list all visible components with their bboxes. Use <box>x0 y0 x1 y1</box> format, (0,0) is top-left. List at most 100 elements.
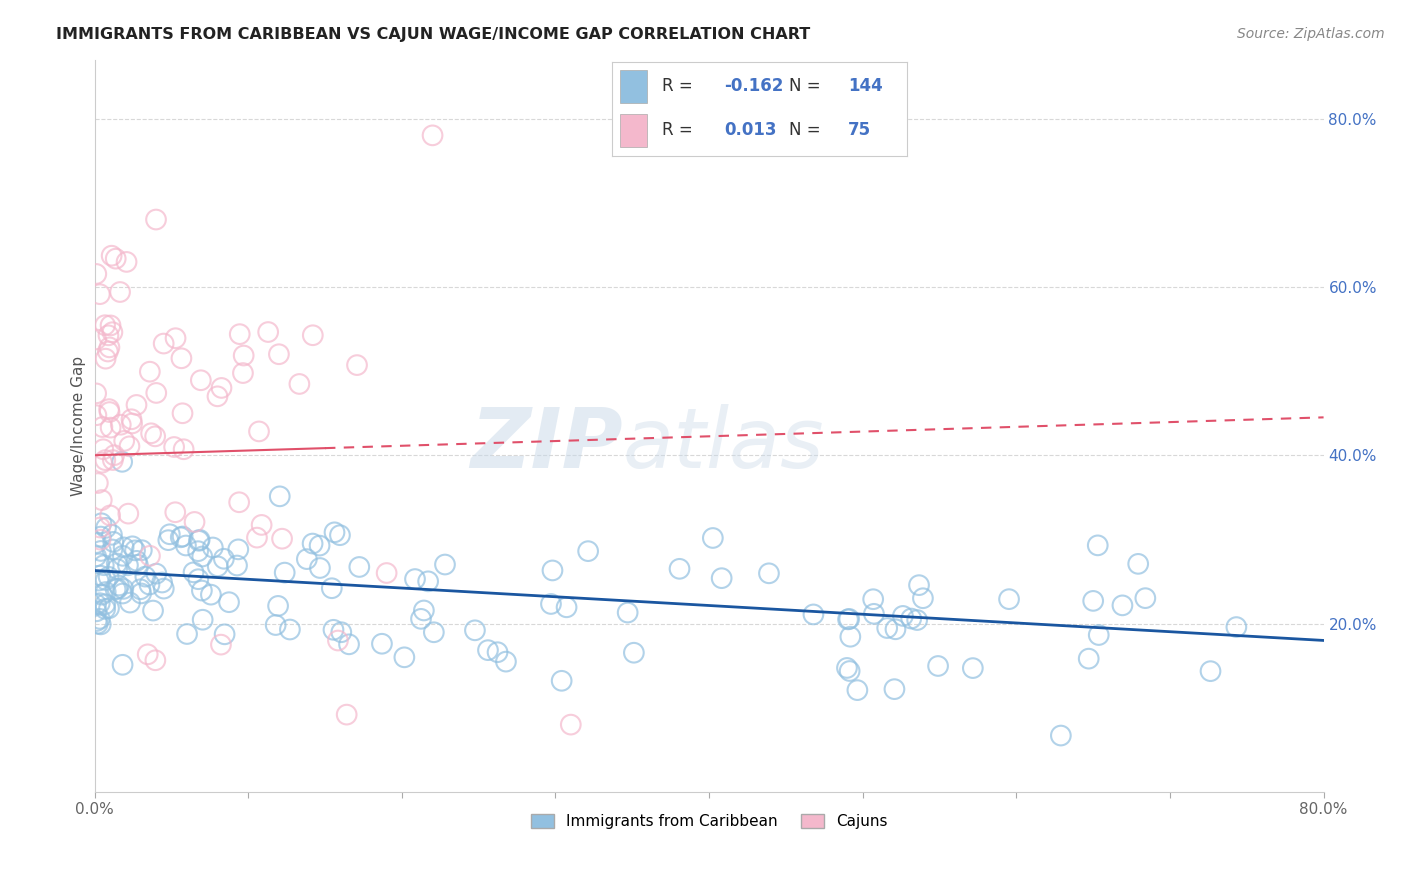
Point <box>112 434 135 448</box>
Point <box>226 558 249 573</box>
Point <box>758 566 780 581</box>
Point <box>107 582 129 596</box>
Point <box>187 572 209 586</box>
Point <box>176 627 198 641</box>
Point <box>98 340 121 354</box>
Point <box>139 426 162 441</box>
Point <box>118 596 141 610</box>
FancyBboxPatch shape <box>620 114 647 147</box>
Point <box>89 568 111 582</box>
Text: atlas: atlas <box>623 403 825 484</box>
Point <box>623 646 645 660</box>
Point <box>409 612 432 626</box>
Point <box>89 596 111 610</box>
Point <box>295 552 318 566</box>
Point <box>118 439 141 453</box>
Point <box>394 650 416 665</box>
Point <box>152 336 174 351</box>
Point <box>191 583 214 598</box>
Point <box>269 489 291 503</box>
Point <box>94 351 117 366</box>
Point <box>211 381 233 395</box>
Point <box>246 531 269 545</box>
Point <box>129 582 152 597</box>
Point <box>89 287 111 301</box>
Point <box>165 505 187 519</box>
Point <box>89 557 111 571</box>
Point <box>103 448 125 462</box>
Point <box>98 402 121 417</box>
Point <box>301 328 323 343</box>
Point <box>172 529 194 543</box>
Point <box>84 333 107 347</box>
Point <box>214 627 236 641</box>
Point <box>145 212 167 227</box>
Point <box>94 602 117 616</box>
Point <box>337 637 360 651</box>
Point <box>1199 664 1222 678</box>
Point <box>157 533 180 548</box>
Point <box>267 599 290 613</box>
Point <box>905 613 928 627</box>
Point <box>91 456 114 470</box>
Point <box>143 429 166 443</box>
Point <box>104 252 127 266</box>
Point <box>163 440 186 454</box>
Point <box>232 366 254 380</box>
Point <box>91 420 114 434</box>
Point <box>87 476 110 491</box>
Point <box>900 611 922 625</box>
Point <box>1050 729 1073 743</box>
Point <box>323 525 346 540</box>
Point <box>94 585 117 599</box>
Point <box>90 516 112 531</box>
Point <box>150 575 173 590</box>
Point <box>108 285 131 299</box>
Point <box>110 417 132 432</box>
Point <box>98 405 121 419</box>
Point <box>1225 620 1247 634</box>
Point <box>100 420 122 434</box>
Point <box>94 597 117 611</box>
Point <box>84 549 107 564</box>
Point <box>404 572 426 586</box>
Point <box>127 558 149 572</box>
Text: N =: N = <box>789 121 820 139</box>
Point <box>117 507 139 521</box>
Point <box>90 544 112 558</box>
Point <box>349 560 371 574</box>
Point <box>86 614 108 628</box>
Point <box>862 592 884 607</box>
Point <box>90 493 112 508</box>
Point <box>232 349 254 363</box>
Point <box>101 528 124 542</box>
Point <box>1087 628 1109 642</box>
Point <box>105 557 128 571</box>
Point <box>891 608 914 623</box>
Point <box>863 607 886 621</box>
Point <box>159 527 181 541</box>
Point <box>89 612 111 626</box>
Point <box>1128 557 1150 571</box>
Point <box>143 653 166 667</box>
Point <box>172 406 194 420</box>
Point <box>560 717 582 731</box>
Point <box>112 582 135 596</box>
Point <box>183 515 205 529</box>
Point <box>111 549 134 563</box>
Point <box>145 566 167 581</box>
Point <box>837 612 859 626</box>
Point <box>131 543 153 558</box>
Point <box>375 566 398 580</box>
Point <box>495 655 517 669</box>
Point <box>125 554 148 568</box>
Point <box>84 386 107 401</box>
Point <box>271 532 294 546</box>
Point <box>87 616 110 631</box>
Point <box>94 318 117 333</box>
Point <box>129 586 152 600</box>
Point <box>835 661 858 675</box>
Point <box>188 533 211 547</box>
Point <box>322 623 344 637</box>
Point <box>346 358 368 372</box>
